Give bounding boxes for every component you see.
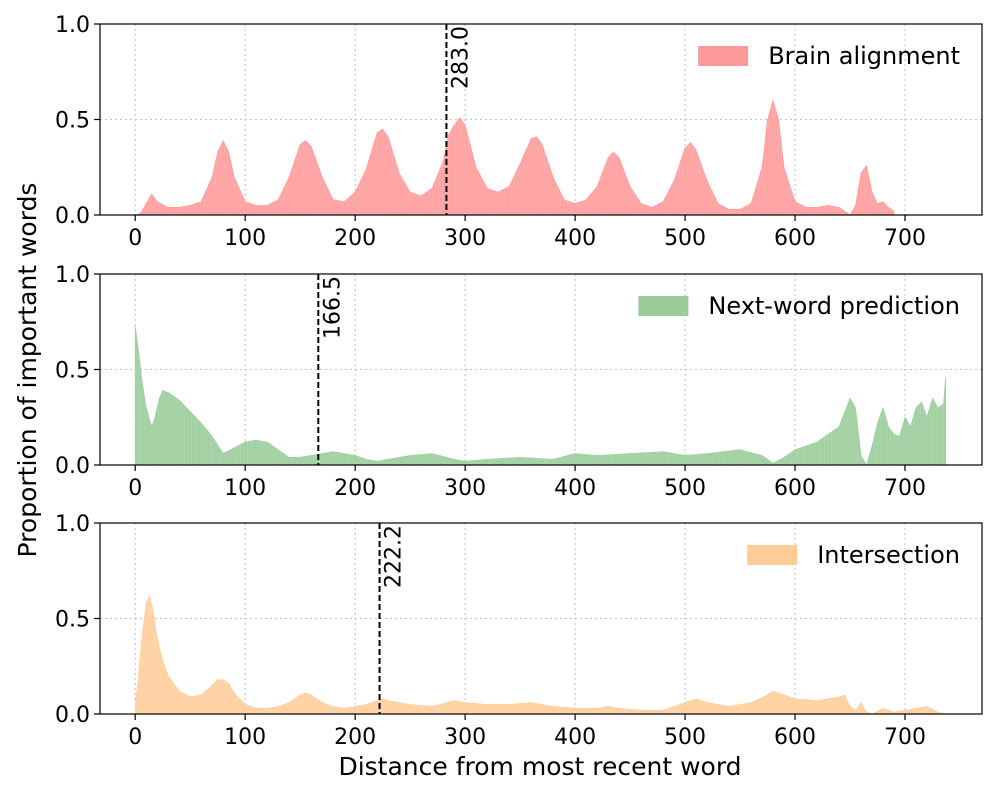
mean-label: 166.5 [320, 276, 345, 339]
series-area-intersection [134, 594, 946, 715]
x-tick-label: 600 [774, 725, 816, 750]
x-tick-label: 700 [884, 725, 926, 750]
series-area-brain-alignment [135, 99, 895, 216]
x-tick-label: 500 [664, 226, 706, 251]
x-tick-label: 400 [554, 226, 596, 251]
x-tick-label: 200 [334, 476, 376, 501]
mean-label: 222.2 [382, 525, 407, 588]
x-axis-label: Distance from most recent word [338, 752, 741, 781]
x-tick-label: 600 [774, 476, 816, 501]
series-bins-brain-alignment [138, 104, 895, 215]
x-tick-label: 500 [664, 725, 706, 750]
x-tick-label: 200 [334, 725, 376, 750]
x-tick-label: 700 [884, 226, 926, 251]
panel-1: 283.0 0 100 200 300 400 500 600 700 0.0 0.5 1.0 Brai… [55, 13, 983, 251]
legend-swatch [638, 296, 689, 316]
x-tick-label: 100 [224, 725, 266, 750]
x-tick-label: 600 [774, 226, 816, 251]
y-tick-label: 0.5 [55, 359, 90, 384]
x-tick-label: 0 [128, 226, 142, 251]
panel-2: 166.5 0 100 200 300 400 500 600 700 0.0 0.5 1.0 Next… [55, 263, 983, 501]
series-area-next-word-prediction [134, 325, 947, 466]
y-tick-label: 1.0 [55, 512, 90, 537]
legend-label: Next-word prediction [708, 292, 960, 320]
panel-3: 222.2 0 100 200 300 400 500 600 700 0.0 0.5 1.0 Inte… [55, 512, 983, 750]
x-tick-label: 300 [444, 476, 486, 501]
x-tick-label: 100 [224, 476, 266, 501]
x-tick-label: 300 [444, 725, 486, 750]
legend-label: Intersection [817, 541, 960, 569]
y-tick-label: 1.0 [55, 13, 90, 38]
legend-swatch [698, 46, 749, 66]
y-tick-label: 0.0 [55, 204, 90, 229]
y-tick-label: 0.5 [55, 608, 90, 633]
y-tick-label: 0.0 [55, 454, 90, 479]
x-tick-label: 400 [554, 476, 596, 501]
series-bins-intersection [134, 598, 944, 714]
x-tick-label: 0 [128, 476, 142, 501]
y-axis-label: Proportion of important words [13, 183, 42, 558]
x-tick-label: 400 [554, 725, 596, 750]
x-tick-label: 0 [128, 725, 142, 750]
y-tick-label: 1.0 [55, 263, 90, 288]
x-tick-label: 700 [884, 476, 926, 501]
legend-label: Brain alignment [768, 42, 960, 70]
x-tick-label: 100 [224, 226, 266, 251]
series-bins-next-word-prediction [134, 325, 944, 465]
x-tick-label: 300 [444, 226, 486, 251]
y-tick-label: 0.5 [55, 109, 90, 134]
legend-swatch [747, 545, 798, 565]
x-tick-label: 500 [664, 476, 706, 501]
mean-label: 283.0 [448, 26, 473, 89]
y-tick-label: 0.0 [55, 703, 90, 728]
x-tick-label: 200 [334, 226, 376, 251]
